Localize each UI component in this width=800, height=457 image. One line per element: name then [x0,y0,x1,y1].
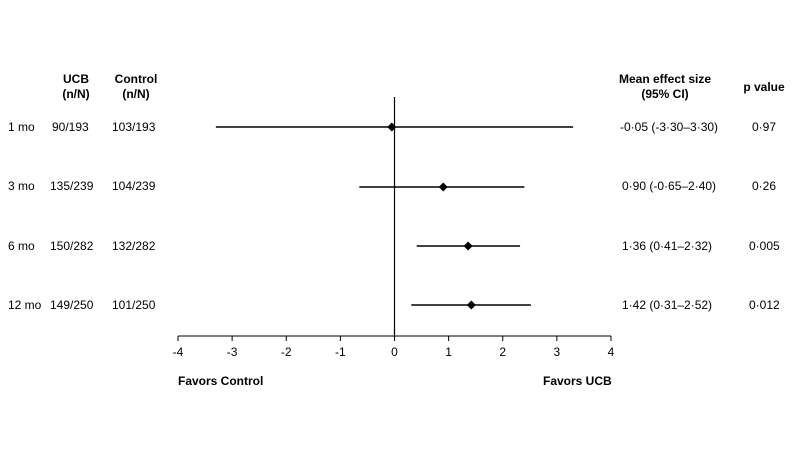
favors-control-label: Favors Control [178,374,264,388]
row-p-value: 0·012 [749,298,780,312]
x-tick-label: 2 [499,345,506,359]
x-tick-label: 4 [608,345,615,359]
x-tick-label: 1 [445,345,452,359]
row-control: 103/193 [112,120,156,134]
estimate-diamond-marker [387,122,397,132]
ucb-header-line1: UCB [63,72,89,86]
x-tick-label: 0 [391,345,398,359]
row-label: 3 mo [8,179,35,193]
row-p-value: 0·97 [752,120,777,134]
favors-ucb-label: Favors UCB [543,374,612,388]
row-label: 6 mo [8,239,35,253]
control-header: Control (n/N) [110,72,162,102]
effect-header-line1: Mean effect size [618,72,712,86]
row-label: 12 mo [8,298,42,312]
row-p-value: 0·26 [752,179,777,193]
x-tick-label: -2 [281,345,292,359]
x-tick-label: -4 [173,345,184,359]
row-effect: 1·36 (0·41–2·32) [622,239,713,253]
row-control: 104/239 [112,179,156,193]
row-ucb: 90/193 [52,120,89,134]
row-effect: -0·05 (-3·30–3·30) [620,120,719,134]
estimate-diamond-marker [463,241,473,251]
effect-header: Mean effect size (95% CI) [610,72,720,102]
effect-header-line2: (95% CI) [641,87,689,101]
row-ucb: 150/282 [50,239,94,253]
estimate-diamond-marker [438,182,448,192]
row-effect: 0·90 (-0·65–2·40) [622,179,717,193]
row-label: 1 mo [8,120,35,134]
row-control: 101/250 [112,298,156,312]
p-value-header: p value [743,80,785,94]
row-control: 132/282 [112,239,156,253]
row-p-value: 0·005 [749,239,780,253]
x-tick-label: -3 [227,345,238,359]
control-header-line2: (n/N) [122,87,150,101]
row-effect: 1·42 (0·31–2·52) [622,298,713,312]
x-tick-label: -1 [335,345,346,359]
x-tick-label: 3 [554,345,561,359]
estimate-diamond-marker [466,300,476,310]
ucb-header-line2: (n/N) [62,87,90,101]
row-ucb: 135/239 [50,179,94,193]
row-ucb: 149/250 [50,298,94,312]
control-header-line1: Control [114,72,158,86]
ucb-header: UCB (n/N) [56,72,96,102]
